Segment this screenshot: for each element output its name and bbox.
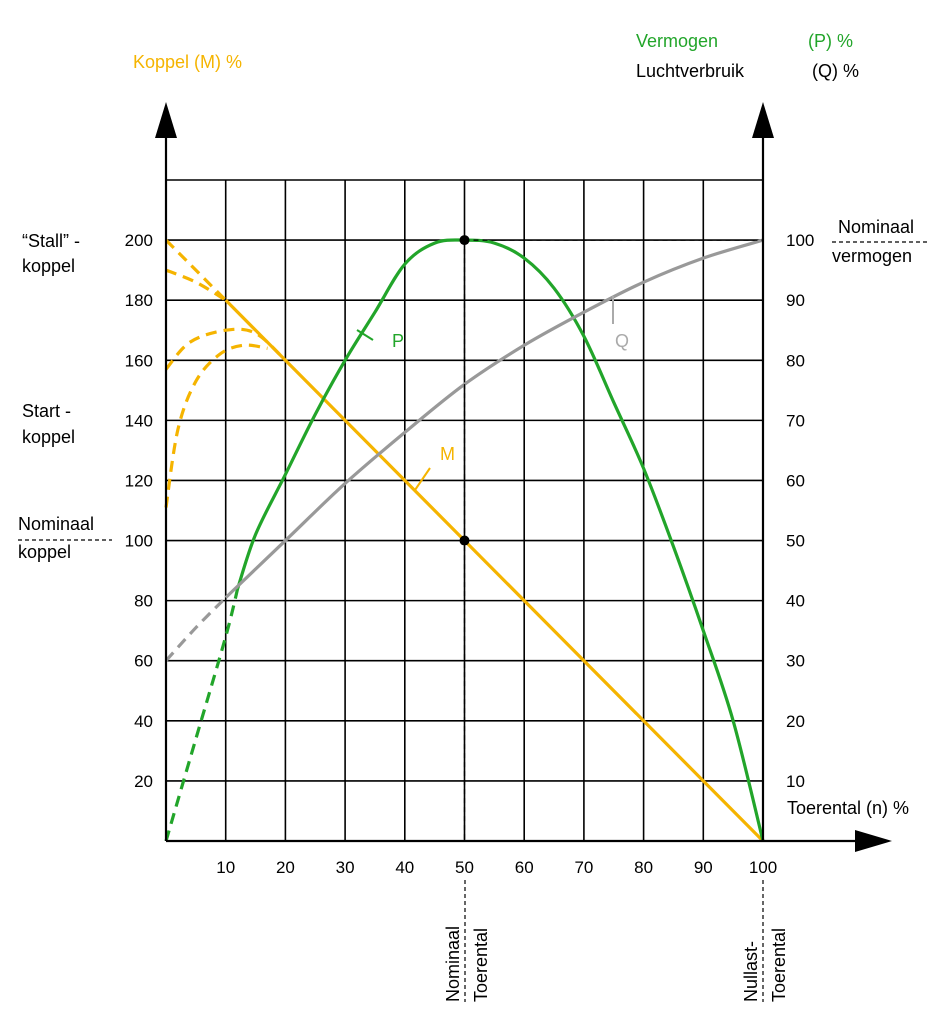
left-axis-title: Koppel (M) % xyxy=(133,52,242,72)
axes xyxy=(155,102,892,852)
series-M-leader xyxy=(414,467,431,491)
left-tick-label: 180 xyxy=(125,291,153,310)
x-tick-label: 50 xyxy=(455,858,474,877)
nominaal-vermogen-label-1: Nominaal xyxy=(838,217,914,237)
left-tick-label: 20 xyxy=(134,772,153,791)
series-Q-label: Q xyxy=(615,331,629,351)
nominaal-koppel-label-1: Nominaal xyxy=(18,514,94,534)
right-tick-label: 10 xyxy=(786,772,805,791)
x-tick-label: 10 xyxy=(216,858,235,877)
tick-labels: 20 40 60 80 100 120 140 160 180 200 10 20 30 40 50 60 70… xyxy=(125,231,815,877)
left-axis-arrow xyxy=(155,102,177,138)
right-tick-label: 30 xyxy=(786,652,805,671)
x-tick-label: 30 xyxy=(336,858,355,877)
x-tick-label: 40 xyxy=(395,858,414,877)
start-koppel-label-1: Start - xyxy=(22,401,71,421)
nominaal-toerental-label-2: Toerental xyxy=(471,928,491,1002)
left-tick-label: 120 xyxy=(125,471,153,490)
curves: P M Q xyxy=(164,235,765,843)
series-P-label: P xyxy=(392,331,404,351)
nominaal-vermogen-label-2: vermogen xyxy=(832,246,912,266)
right-axis-title-vermogen: Vermogen xyxy=(636,31,718,51)
nominal-point xyxy=(459,235,470,246)
right-tick-label: 70 xyxy=(786,411,805,430)
left-tick-label: 60 xyxy=(134,652,153,671)
right-tick-label: 60 xyxy=(786,471,805,490)
series-M-dashed xyxy=(165,268,227,302)
nullast-toerental-label-1: Nullast- xyxy=(741,941,761,1002)
series-M-dashed xyxy=(164,238,227,302)
series-M-dashed xyxy=(164,343,268,508)
left-tick-label: 40 xyxy=(134,712,153,731)
right-axis-title-lucht: Luchtverbruik xyxy=(636,61,745,81)
left-tick-label: 160 xyxy=(125,351,153,370)
series-P-leader xyxy=(356,329,374,341)
left-tick-label: 80 xyxy=(134,592,153,611)
x-tick-label: 80 xyxy=(634,858,653,877)
left-tick-label: 100 xyxy=(125,532,153,551)
series-P-line xyxy=(236,238,765,842)
start-koppel-label-2: koppel xyxy=(22,427,75,447)
x-tick-label: 20 xyxy=(276,858,295,877)
right-tick-label: 20 xyxy=(786,712,805,731)
x-tick-label: 60 xyxy=(515,858,534,877)
x-tick-label: 70 xyxy=(574,858,593,877)
series-M-label: M xyxy=(440,444,455,464)
x-axis-title: Toerental (n) % xyxy=(787,798,909,818)
right-axis-arrow xyxy=(752,102,774,138)
right-tick-label: 90 xyxy=(786,291,805,310)
series-P-dashed xyxy=(164,588,240,842)
nominaal-koppel-label-2: koppel xyxy=(18,542,71,562)
nominaal-toerental-label-1: Nominaal xyxy=(443,926,463,1002)
nullast-toerental-label-2: Toerental xyxy=(769,928,789,1002)
right-axis-title-vermogen-unit: (P) % xyxy=(808,31,853,51)
left-tick-label: 140 xyxy=(125,411,153,430)
right-tick-label: 100 xyxy=(786,231,814,250)
right-tick-label: 50 xyxy=(786,532,805,551)
left-tick-label: 200 xyxy=(125,231,153,250)
nominal-point xyxy=(459,535,470,546)
x-axis-arrow xyxy=(855,830,892,852)
series-Q-line xyxy=(224,238,764,599)
x-tick-label: 90 xyxy=(694,858,713,877)
series-M-dashed xyxy=(164,327,287,371)
x-tick-label: 100 xyxy=(749,858,777,877)
right-tick-label: 40 xyxy=(786,592,805,611)
stall-koppel-label-1: “Stall” - xyxy=(22,231,80,251)
right-tick-label: 80 xyxy=(786,351,805,370)
right-axis-title-lucht-unit: (Q) % xyxy=(812,61,859,81)
stall-koppel-label-2: koppel xyxy=(22,256,75,276)
series-Q-dashed xyxy=(164,596,227,662)
series-M-line xyxy=(224,299,765,843)
